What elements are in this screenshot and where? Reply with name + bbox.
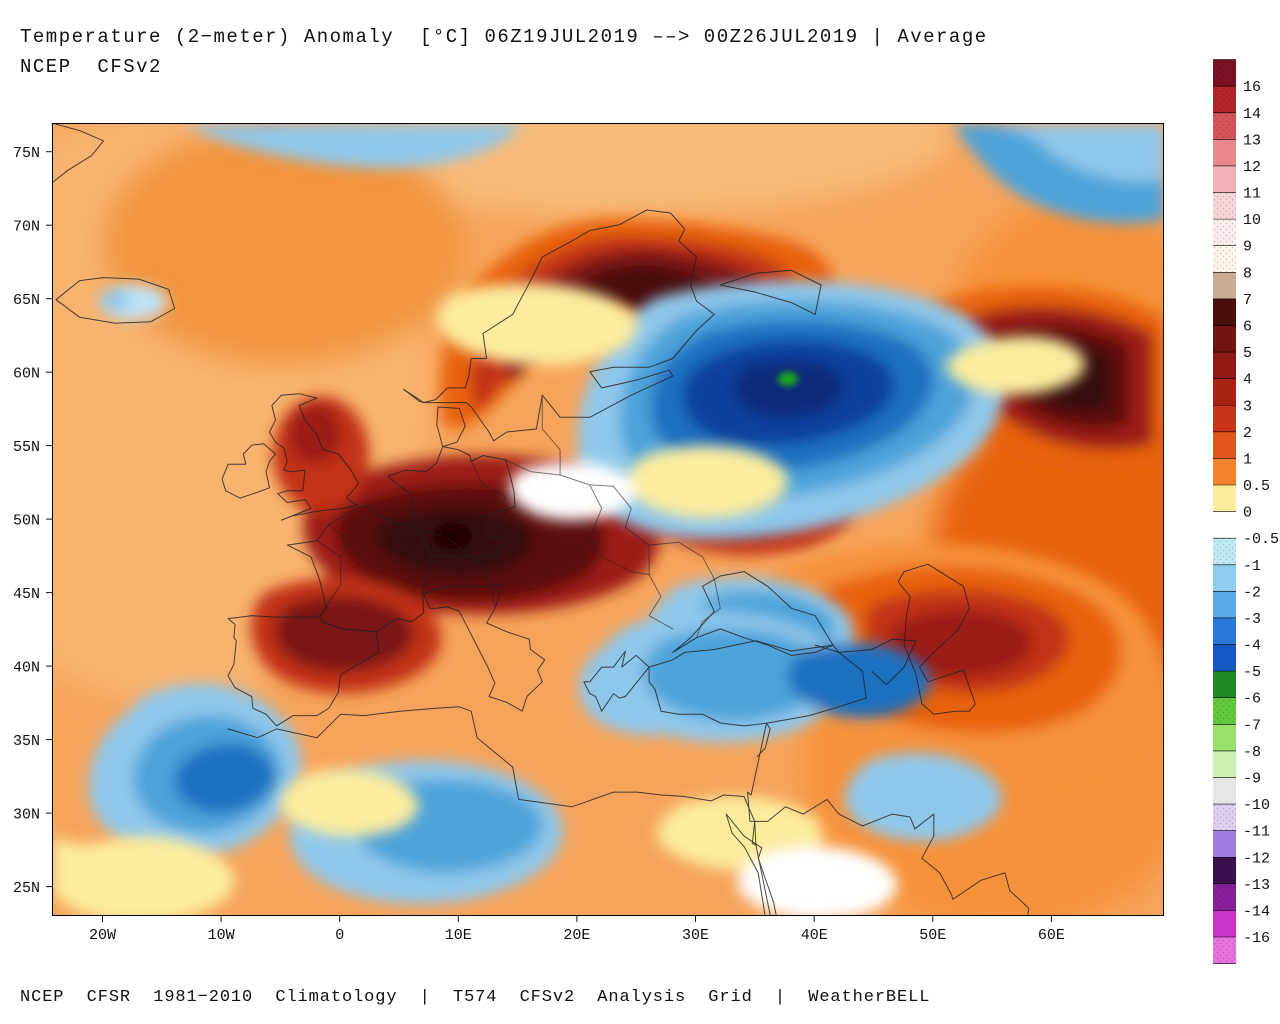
svg-text:50N: 50N	[13, 512, 40, 529]
svg-text:35N: 35N	[13, 733, 40, 750]
svg-text:-7: -7	[1243, 717, 1261, 734]
svg-text:-0.5: -0.5	[1243, 531, 1279, 548]
svg-text:16: 16	[1243, 79, 1261, 96]
svg-text:-10: -10	[1243, 797, 1270, 814]
svg-text:1: 1	[1243, 451, 1252, 468]
svg-text:3: 3	[1243, 398, 1252, 415]
svg-text:30N: 30N	[13, 806, 40, 823]
svg-text:-14: -14	[1243, 903, 1270, 920]
svg-text:20E: 20E	[563, 927, 590, 944]
svg-text:-13: -13	[1243, 877, 1270, 894]
svg-text:40N: 40N	[13, 659, 40, 676]
svg-text:65N: 65N	[13, 292, 40, 309]
svg-text:40E: 40E	[801, 927, 828, 944]
svg-text:13: 13	[1243, 132, 1261, 149]
svg-text:-6: -6	[1243, 691, 1261, 708]
svg-text:10W: 10W	[208, 927, 235, 944]
svg-text:-5: -5	[1243, 664, 1261, 681]
svg-text:-8: -8	[1243, 744, 1261, 761]
svg-text:-1: -1	[1243, 558, 1261, 575]
svg-text:70N: 70N	[13, 219, 40, 236]
svg-text:9: 9	[1243, 239, 1252, 256]
svg-text:-4: -4	[1243, 638, 1261, 655]
svg-text:2: 2	[1243, 425, 1252, 442]
svg-text:45N: 45N	[13, 586, 40, 603]
svg-text:4: 4	[1243, 372, 1252, 389]
svg-text:8: 8	[1243, 265, 1252, 282]
svg-text:5: 5	[1243, 345, 1252, 362]
svg-text:10E: 10E	[445, 927, 472, 944]
svg-text:-3: -3	[1243, 611, 1261, 628]
svg-text:10: 10	[1243, 212, 1261, 229]
svg-text:25N: 25N	[13, 880, 40, 897]
svg-text:55N: 55N	[13, 439, 40, 456]
svg-text:30E: 30E	[682, 927, 709, 944]
svg-text:0: 0	[335, 927, 344, 944]
svg-text:-16: -16	[1243, 930, 1270, 947]
svg-text:20W: 20W	[89, 927, 116, 944]
svg-text:-2: -2	[1243, 584, 1261, 601]
svg-text:12: 12	[1243, 159, 1261, 176]
svg-text:75N: 75N	[13, 145, 40, 162]
svg-text:50E: 50E	[919, 927, 946, 944]
svg-text:0.5: 0.5	[1243, 478, 1270, 495]
svg-text:-12: -12	[1243, 850, 1270, 867]
svg-text:14: 14	[1243, 106, 1261, 123]
svg-text:6: 6	[1243, 318, 1252, 335]
svg-text:0: 0	[1243, 505, 1252, 522]
svg-text:-9: -9	[1243, 770, 1261, 787]
svg-text:-11: -11	[1243, 824, 1270, 841]
svg-text:11: 11	[1243, 186, 1261, 203]
svg-text:60N: 60N	[13, 366, 40, 383]
svg-text:7: 7	[1243, 292, 1252, 309]
svg-text:60E: 60E	[1038, 927, 1065, 944]
